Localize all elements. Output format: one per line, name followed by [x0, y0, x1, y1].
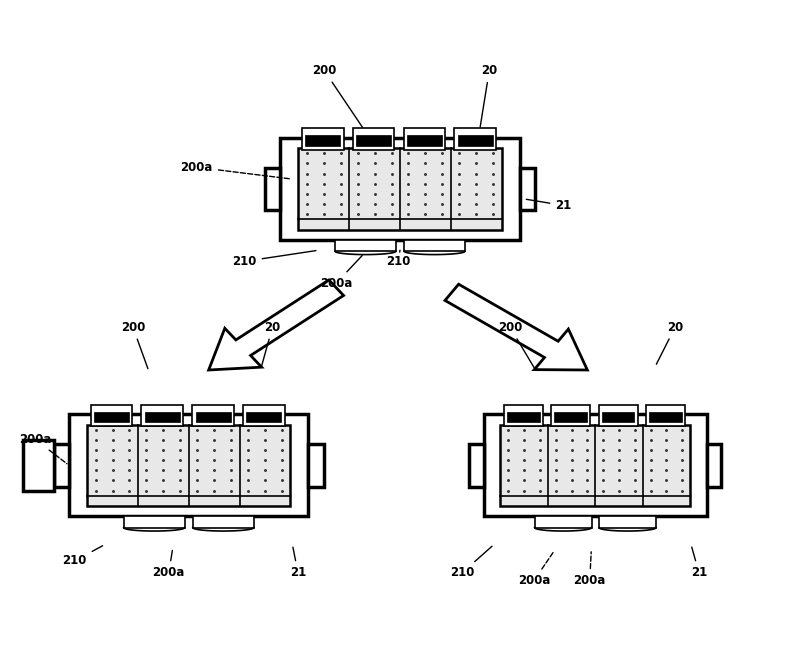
- Text: 21: 21: [526, 199, 571, 212]
- Bar: [507, 412, 539, 422]
- Bar: [306, 136, 340, 146]
- Bar: [356, 136, 391, 146]
- Bar: [554, 412, 587, 422]
- Text: 200: 200: [498, 321, 534, 368]
- Bar: [353, 128, 394, 150]
- Bar: [519, 167, 535, 210]
- Text: 200a: 200a: [18, 432, 67, 464]
- Bar: [193, 516, 254, 527]
- Bar: [246, 412, 282, 422]
- Bar: [501, 424, 690, 506]
- Bar: [192, 405, 234, 426]
- Bar: [302, 128, 343, 150]
- Bar: [454, 128, 496, 150]
- Bar: [484, 414, 707, 516]
- Bar: [403, 128, 446, 150]
- Bar: [298, 148, 502, 230]
- Text: 200: 200: [121, 321, 148, 369]
- Bar: [458, 136, 493, 146]
- Bar: [308, 444, 324, 487]
- Text: 210: 210: [386, 251, 410, 268]
- Text: 200a: 200a: [181, 161, 290, 178]
- Bar: [599, 516, 656, 527]
- Bar: [404, 240, 465, 251]
- Text: 210: 210: [232, 251, 316, 268]
- Bar: [94, 412, 129, 422]
- Text: 210: 210: [62, 546, 102, 567]
- Bar: [335, 240, 396, 251]
- Text: 21: 21: [290, 547, 306, 579]
- Text: 20: 20: [480, 64, 498, 127]
- Bar: [142, 405, 183, 426]
- Bar: [54, 444, 69, 487]
- Text: 20: 20: [262, 321, 281, 368]
- Bar: [707, 444, 722, 487]
- Bar: [196, 412, 230, 422]
- Text: 200a: 200a: [153, 551, 185, 579]
- Bar: [598, 405, 638, 426]
- Text: 200: 200: [312, 64, 362, 128]
- Bar: [551, 405, 590, 426]
- Bar: [145, 412, 180, 422]
- FancyArrow shape: [445, 284, 587, 370]
- Bar: [504, 405, 542, 426]
- Bar: [243, 405, 285, 426]
- Bar: [265, 167, 281, 210]
- Text: 200a: 200a: [518, 551, 554, 587]
- Text: 210: 210: [450, 546, 492, 579]
- Text: 200a: 200a: [574, 552, 606, 587]
- Bar: [90, 405, 132, 426]
- Bar: [87, 424, 290, 506]
- Bar: [534, 516, 591, 527]
- FancyArrow shape: [209, 280, 343, 370]
- Bar: [602, 412, 634, 422]
- Text: 20: 20: [656, 321, 683, 364]
- Text: 21: 21: [691, 547, 707, 579]
- Bar: [649, 412, 682, 422]
- Bar: [281, 138, 519, 240]
- Text: 200a: 200a: [320, 256, 362, 290]
- Bar: [124, 516, 185, 527]
- Bar: [646, 405, 685, 426]
- Bar: [69, 414, 308, 516]
- Bar: [22, 440, 54, 491]
- Bar: [407, 136, 442, 146]
- Bar: [469, 444, 484, 487]
